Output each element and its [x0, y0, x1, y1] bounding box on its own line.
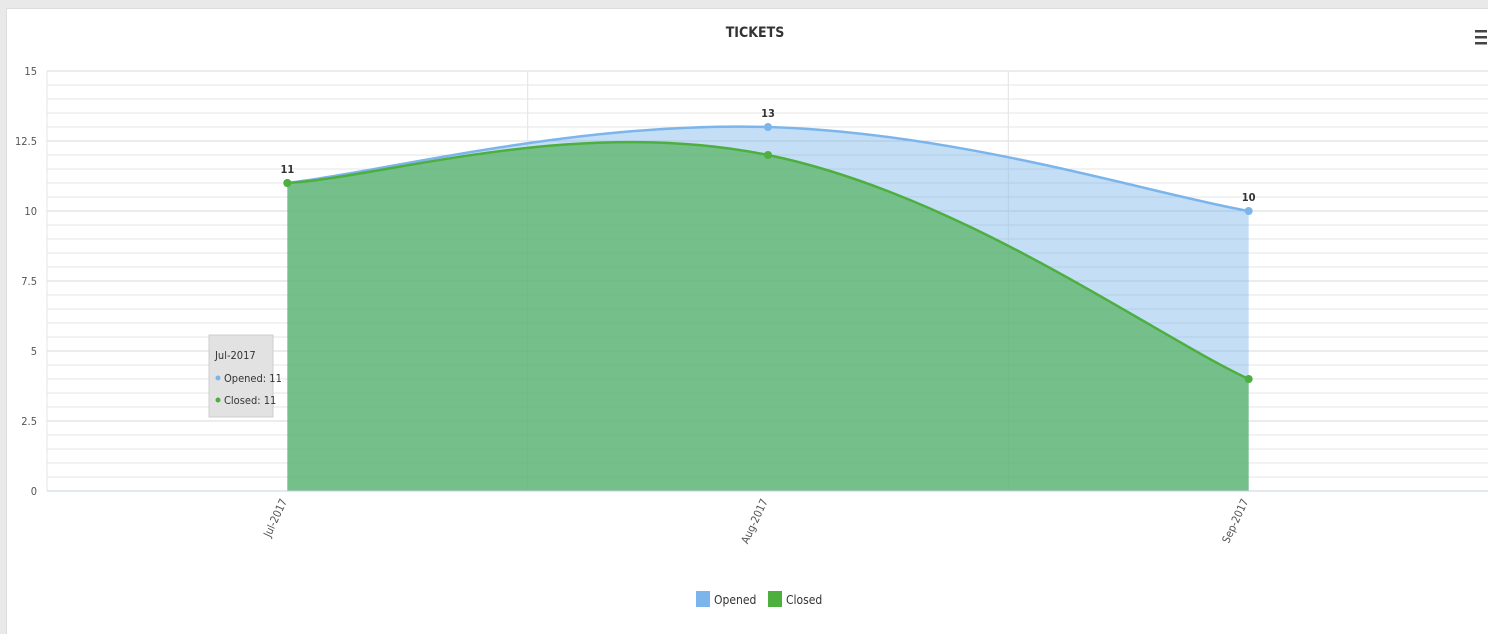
legend-item-opened[interactable]: Opened [696, 591, 756, 607]
tooltip-closed-marker [215, 397, 221, 403]
chart-menu-button[interactable] [1475, 30, 1487, 45]
x-tick-label: Jul-2017 [261, 497, 290, 540]
legend: Opened Closed [696, 591, 822, 607]
legend-item-closed[interactable]: Closed [768, 591, 822, 607]
legend-label-opened: Opened [714, 593, 756, 607]
chart-container: TICKETS 0 2.5 5 7.5 10 12.5 15 11 13 10 Jul-2017… [6, 8, 1488, 634]
legend-swatch-closed [768, 591, 782, 607]
tooltip-opened-marker [215, 375, 221, 381]
y-tick-label: 7.5 [21, 275, 37, 288]
tooltip-header: Jul-2017 [214, 349, 256, 362]
legend-swatch-opened [696, 591, 710, 607]
series-points [283, 123, 1253, 383]
point-opened-1[interactable] [764, 123, 772, 131]
data-label-opened: 10 [1242, 191, 1256, 204]
point-closed-1[interactable] [764, 151, 772, 159]
x-axis: Jul-2017 Aug-2017 Sep-2017 [47, 490, 1488, 546]
y-tick-label: 0 [31, 485, 37, 498]
y-tick-label: 15 [24, 65, 37, 78]
area-closed [287, 142, 1249, 491]
point-opened-2[interactable] [1244, 207, 1253, 215]
data-label-opened: 11 [280, 163, 294, 176]
y-axis: 0 2.5 5 7.5 10 12.5 15 [15, 65, 37, 498]
data-labels: 11 13 10 [280, 107, 1255, 204]
legend-label-closed: Closed [786, 593, 822, 607]
x-tick-label: Aug-2017 [739, 497, 771, 546]
series-areas [287, 126, 1249, 491]
tickets-chart: TICKETS 0 2.5 5 7.5 10 12.5 15 11 13 10 Jul-2017… [15, 25, 1488, 607]
y-tick-label: 5 [31, 345, 37, 358]
x-tick-label: Sep-2017 [1220, 497, 1252, 545]
tooltip-opened-row: Opened: 11 [224, 372, 282, 385]
tooltip: Jul-2017 Opened: 11 Closed: 11 [208, 334, 282, 418]
point-closed-0[interactable] [283, 179, 292, 187]
point-closed-2[interactable] [1244, 375, 1253, 383]
y-tick-label: 12.5 [15, 135, 37, 148]
tooltip-closed-row: Closed: 11 [224, 394, 276, 407]
y-tick-label: 10 [24, 205, 37, 218]
data-label-opened: 13 [761, 107, 775, 120]
tooltip-box [208, 334, 274, 418]
y-tick-label: 2.5 [21, 415, 37, 428]
chart-title: TICKETS [726, 25, 785, 41]
hamburger-icon [1475, 30, 1487, 45]
